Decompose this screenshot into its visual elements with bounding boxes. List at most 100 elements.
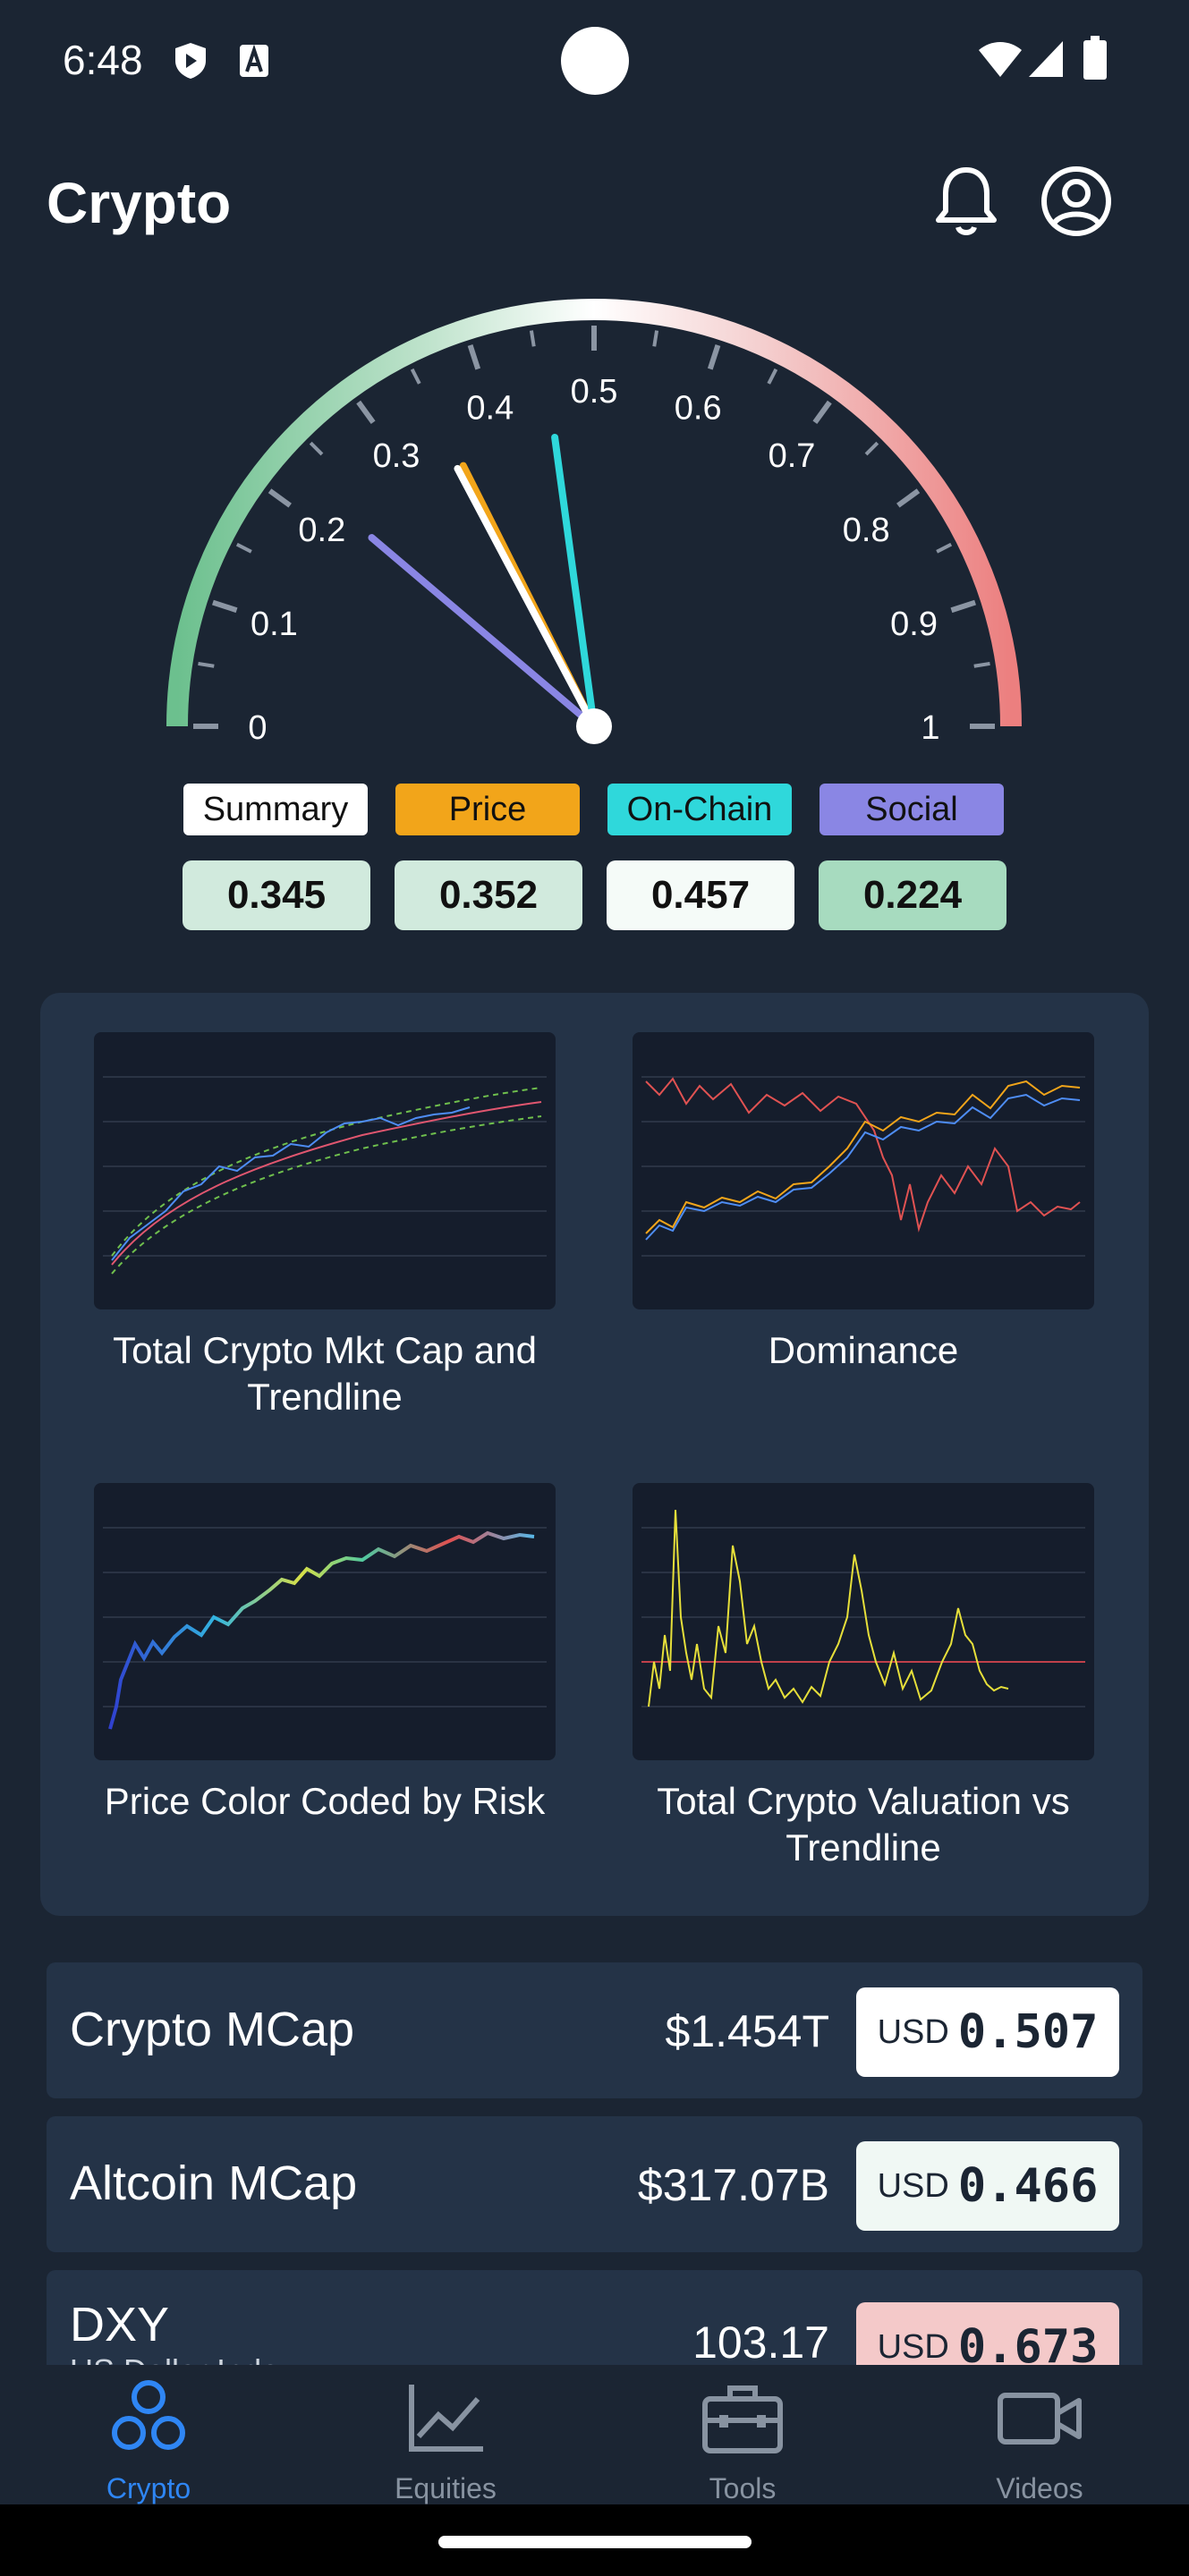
nav-item-videos[interactable]: Videos <box>891 2365 1188 2504</box>
metric-row-altcoin-mcap[interactable]: Altcoin MCap $317.07B USD 0.466 <box>47 2116 1142 2252</box>
legend-label: Price <box>448 790 527 828</box>
font-icon <box>240 44 268 77</box>
page-title: Crypto <box>47 171 232 235</box>
gauge-tick <box>973 661 990 668</box>
legend-chip-social: Social <box>820 784 1004 835</box>
video-icon <box>998 2393 1082 2445</box>
metric-title: Crypto MCap <box>70 2003 355 2056</box>
gauge-arc <box>166 299 1022 727</box>
risk-value: 0.466 <box>957 2159 1099 2213</box>
risk-badge: USD 0.507 <box>856 1987 1119 2077</box>
system-home-bar <box>0 2504 1189 2576</box>
risk-badge: USD 0.466 <box>856 2141 1119 2231</box>
legend-value-on-chain: 0.457 <box>607 860 794 930</box>
gauge-hub <box>576 708 612 744</box>
bell-icon[interactable] <box>926 161 1006 242</box>
gauge-tick-label: 1 <box>921 709 939 747</box>
chart-thumbnail-mkt-cap[interactable] <box>94 1032 556 1309</box>
battery-icon <box>1083 36 1107 80</box>
chart-label: Total Crypto Mkt Cap and Trendline <box>113 1329 537 1418</box>
camera-cutout <box>561 27 629 95</box>
gauge-tick-label: 0 <box>248 709 267 747</box>
metric-value: $1.454T <box>665 2006 829 2056</box>
legend-value-social: 0.224 <box>819 860 1006 930</box>
dominance-chart <box>641 1076 1085 1257</box>
nav-label: Crypto <box>106 2472 191 2504</box>
gauge-tick <box>767 368 778 385</box>
nav-label: Tools <box>709 2472 777 2504</box>
currency-label: USD <box>877 2012 949 2051</box>
bottom-navigation: Crypto Equities Tools Videos <box>0 2365 1189 2504</box>
gauge-tick-label: 0.5 <box>571 373 618 411</box>
gauge-tick-label: 0.3 <box>373 437 420 475</box>
gauge-tick <box>950 599 977 614</box>
home-indicator[interactable] <box>438 2536 752 2548</box>
gauge-tick-label: 0.1 <box>251 606 298 643</box>
gauge-tick <box>896 488 921 508</box>
legend-chip-summary: Summary <box>183 784 368 835</box>
risk-gauge: 0 0.1 0.2 0.3 0.4 0.5 0.6 0.7 0.8 0.9 1 <box>166 299 1022 747</box>
gauge-tick <box>268 488 292 508</box>
nav-item-tools[interactable]: Tools <box>594 2365 891 2504</box>
valuation-trendline-chart <box>641 1509 1085 1707</box>
gauge-tick <box>707 343 721 370</box>
nav-item-equities[interactable]: Equities <box>297 2365 594 2504</box>
wifi-icon <box>979 42 1022 77</box>
risk-value: 0.507 <box>957 2005 1099 2059</box>
chart-thumbnail-valuation[interactable] <box>633 1483 1094 1760</box>
gauge-tick <box>936 542 953 554</box>
gauge-tick <box>309 441 324 456</box>
price-risk-chart <box>103 1527 547 1730</box>
account-icon[interactable] <box>1036 161 1117 242</box>
metric-title: Altcoin MCap <box>70 2157 358 2210</box>
legend-value: 0.457 <box>650 873 751 917</box>
charts-panel: Total Crypto Mkt Cap and Trendline Domin… <box>40 993 1149 1916</box>
gauge-tick-label: 0.6 <box>675 389 722 427</box>
gauge-tick-label: 0.9 <box>890 606 938 643</box>
legend-label: On-Chain <box>626 790 773 828</box>
legend-value-price: 0.352 <box>395 860 582 930</box>
status-bar: 6:48 <box>0 0 1189 121</box>
crypto-icon <box>112 2380 185 2450</box>
metric-value: $317.07B <box>637 2160 829 2210</box>
metric-value: 103.17 <box>692 2318 829 2368</box>
legend-chip-price: Price <box>395 784 580 835</box>
chart-label: Dominance <box>768 1329 959 1371</box>
nav-label: Videos <box>996 2472 1083 2504</box>
gauge-tick <box>211 599 238 614</box>
gauge-tick <box>812 400 832 424</box>
app-bar: Crypto <box>0 121 1189 282</box>
gauge-tick <box>198 661 215 668</box>
toolbox-icon <box>702 2385 783 2453</box>
gauge-tick-label: 0.2 <box>298 512 345 549</box>
nav-item-crypto[interactable]: Crypto <box>0 2365 297 2504</box>
legend-value: 0.345 <box>226 873 327 917</box>
chart-label: Total Crypto Valuation vs Trendline <box>657 1780 1070 1868</box>
legend-chip-on-chain: On-Chain <box>607 784 792 835</box>
legend-label: Social <box>865 790 958 828</box>
chart-line-icon <box>409 2385 483 2452</box>
gauge-tick <box>235 542 252 554</box>
signal-icon <box>1029 41 1063 77</box>
legend-value: 0.224 <box>862 873 963 917</box>
mkt-cap-trendline-chart <box>103 1076 547 1275</box>
gauge-tick <box>864 441 879 456</box>
legend-value: 0.352 <box>438 873 539 917</box>
gauge-tick <box>652 330 659 347</box>
gauge-tick <box>529 330 536 347</box>
shield-icon <box>175 43 206 79</box>
metric-title: DXY <box>70 2298 170 2351</box>
chart-thumbnail-dominance[interactable] <box>633 1032 1094 1309</box>
gauge-needle-summary <box>454 464 598 730</box>
currency-label: USD <box>877 2327 949 2366</box>
metric-row-crypto-mcap[interactable]: Crypto MCap $1.454T USD 0.507 <box>47 1962 1142 2098</box>
gauge-tick <box>467 343 481 370</box>
gauge-tick <box>356 400 376 424</box>
status-time: 6:48 <box>63 37 143 83</box>
legend-label: Summary <box>202 790 349 828</box>
currency-label: USD <box>877 2166 949 2205</box>
gauge-tick-label: 0.7 <box>769 437 816 475</box>
legend-value-summary: 0.345 <box>183 860 370 930</box>
gauge-tick-label: 0.8 <box>843 512 890 549</box>
chart-thumbnail-risk[interactable] <box>94 1483 556 1760</box>
